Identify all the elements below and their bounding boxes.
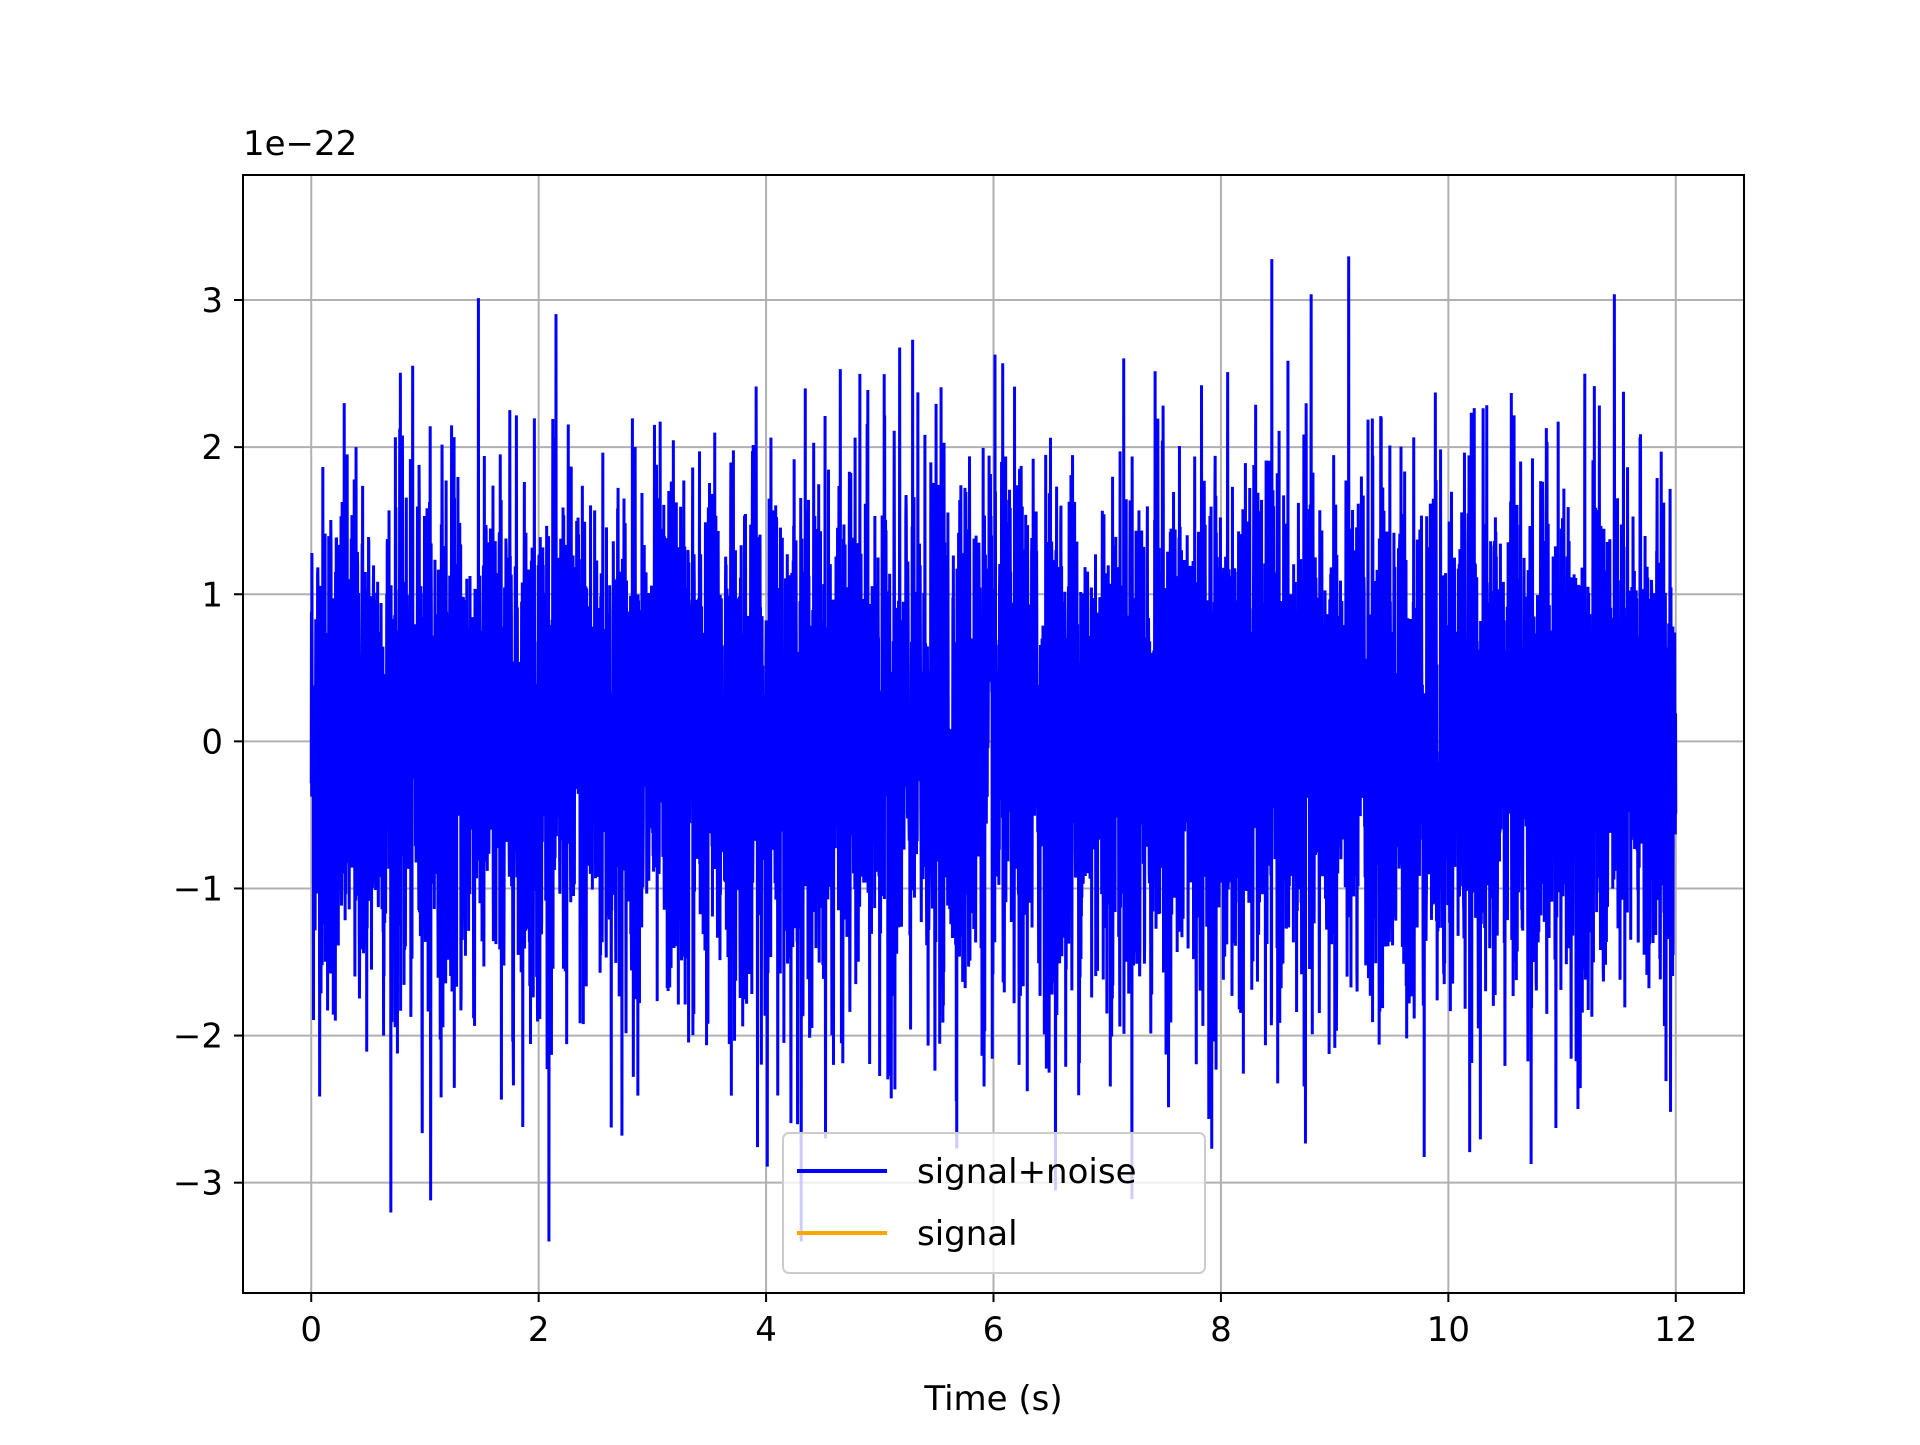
y-tick-label: −3 xyxy=(173,1164,223,1204)
y-tick-label: 1 xyxy=(201,575,223,615)
x-tick-label: 2 xyxy=(528,1310,550,1350)
x-tick-label: 4 xyxy=(755,1310,777,1350)
y-tick-label: 2 xyxy=(201,428,223,468)
legend: signal+noise signal xyxy=(782,1132,1206,1274)
x-tick-label: 8 xyxy=(1210,1310,1232,1350)
y-tick-label: 3 xyxy=(201,281,223,321)
x-axis-label: Time (s) xyxy=(923,1379,1062,1419)
x-tick-label: 12 xyxy=(1654,1310,1697,1350)
x-tick-label: 0 xyxy=(300,1310,322,1350)
legend-label-signal: signal xyxy=(917,1214,1018,1254)
y-offset-label: 1e−22 xyxy=(243,124,357,164)
legend-box xyxy=(782,1132,1206,1274)
y-tick-label: −1 xyxy=(173,869,223,909)
x-tick-label: 6 xyxy=(983,1310,1005,1350)
x-tick-label: 10 xyxy=(1427,1310,1470,1350)
y-axis: −3 −2 −1 0 1 2 3 xyxy=(173,281,243,1204)
x-axis: 0 2 4 6 8 10 12 xyxy=(300,1293,1697,1350)
series-layer xyxy=(309,256,1678,1242)
legend-label-signal-noise: signal+noise xyxy=(917,1152,1137,1192)
series-line-signal-noise xyxy=(309,256,1678,1242)
y-tick-label: 0 xyxy=(201,722,223,762)
y-tick-label: −2 xyxy=(173,1017,223,1057)
